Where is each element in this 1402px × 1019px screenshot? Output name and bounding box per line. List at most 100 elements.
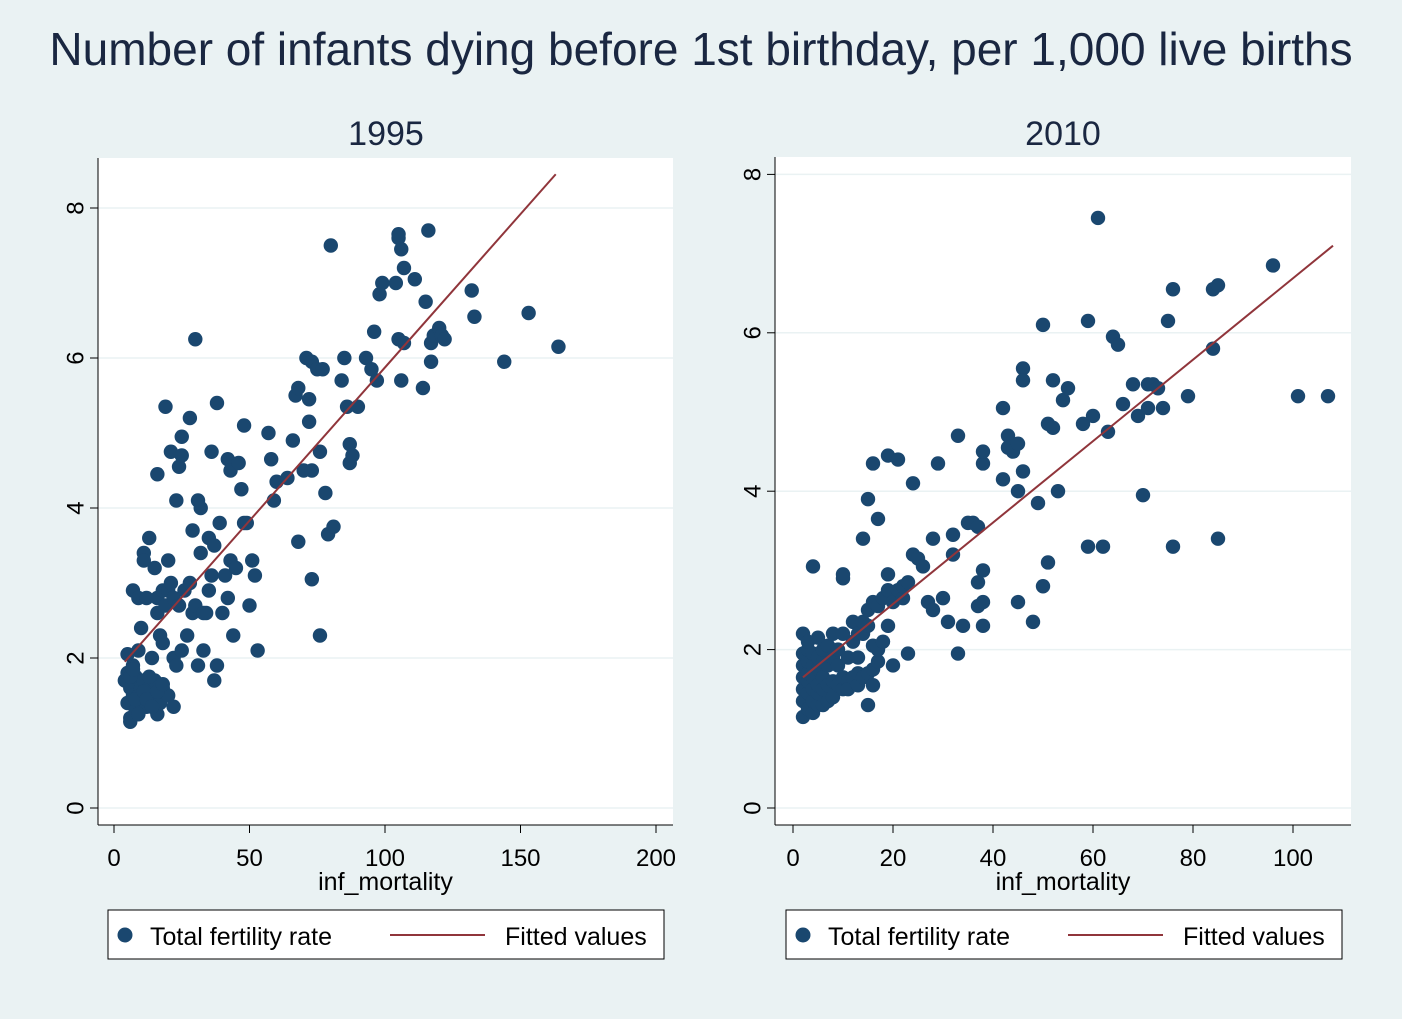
legend-marker-scatter <box>117 927 133 943</box>
panel-1995: 0 2 4 6 8 0 50 100 150 200 inf_mortality 1995 Total … <box>63 115 676 960</box>
data-point <box>423 354 439 369</box>
data-point <box>158 399 173 414</box>
data-point <box>388 275 404 291</box>
data-point <box>835 567 851 582</box>
data-point <box>1265 258 1281 273</box>
y-tick-label: 8 <box>740 168 767 181</box>
data-point <box>975 594 991 610</box>
data-point <box>860 491 876 507</box>
x-tick-label: 0 <box>107 845 120 872</box>
data-point <box>1015 361 1031 376</box>
data-point <box>880 618 896 634</box>
data-point <box>1010 594 1026 610</box>
data-point <box>870 654 886 669</box>
y-tick-label: 0 <box>740 801 767 814</box>
data-point <box>1165 282 1181 297</box>
data-point <box>975 444 991 459</box>
data-point <box>150 467 165 482</box>
data-point <box>147 560 162 576</box>
data-point <box>497 354 512 369</box>
data-point <box>551 339 566 354</box>
data-point <box>375 275 390 291</box>
data-point <box>415 380 431 396</box>
data-point <box>855 531 871 546</box>
data-point <box>193 500 208 516</box>
data-point <box>995 472 1011 487</box>
data-point <box>880 583 896 598</box>
data-point <box>209 658 225 673</box>
data-point <box>304 463 320 478</box>
y-tick-label: 2 <box>740 643 767 656</box>
data-point <box>905 476 921 491</box>
data-point <box>1035 579 1051 594</box>
data-point <box>161 553 176 568</box>
data-point <box>875 634 891 649</box>
data-point <box>242 598 257 613</box>
data-point <box>188 332 203 347</box>
data-point <box>810 630 826 645</box>
data-point <box>1135 487 1151 503</box>
data-point <box>418 294 433 309</box>
data-point <box>860 697 876 713</box>
data-point <box>391 227 406 242</box>
data-point <box>1180 388 1196 404</box>
data-point <box>935 590 951 606</box>
data-point <box>407 272 423 287</box>
data-point <box>136 553 152 568</box>
data-point <box>1090 210 1106 226</box>
data-point <box>1205 341 1221 356</box>
data-point <box>228 560 244 576</box>
data-point <box>825 689 841 705</box>
x-tick-label: 80 <box>1180 845 1207 872</box>
data-point <box>169 493 184 508</box>
data-point <box>174 448 189 463</box>
legend-label-scatter: Total fertility rate <box>150 923 332 951</box>
y-tick-label: 4 <box>740 485 767 498</box>
data-point <box>207 673 222 688</box>
data-point <box>301 392 317 407</box>
legend-label-scatter: Total fertility rate <box>828 923 1010 951</box>
data-point <box>345 448 360 463</box>
data-point <box>950 646 966 661</box>
data-point <box>196 605 211 621</box>
data-point <box>915 559 931 574</box>
x-tick-label: 0 <box>786 845 799 872</box>
data-point <box>830 658 846 673</box>
data-point <box>970 519 986 535</box>
legend-marker-scatter <box>795 927 811 943</box>
data-point <box>1320 388 1336 404</box>
data-point <box>245 553 260 568</box>
data-point <box>185 523 200 538</box>
data-point <box>190 658 206 673</box>
legend-box <box>785 909 1343 960</box>
legend-box <box>107 909 665 960</box>
legend-label-fit: Fitted values <box>505 923 647 951</box>
data-point <box>155 635 170 651</box>
data-point <box>1025 614 1041 630</box>
panel-title: 1995 <box>348 115 424 153</box>
data-point <box>865 678 881 693</box>
data-point <box>304 572 320 587</box>
data-point <box>142 669 157 684</box>
data-point <box>179 628 195 643</box>
fitted-line <box>124 173 557 663</box>
main-title: Number of infants dying before 1st birth… <box>49 23 1353 75</box>
data-point <box>163 575 179 591</box>
data-point <box>970 575 986 590</box>
data-point <box>204 444 219 459</box>
data-point <box>900 575 916 590</box>
data-point <box>1015 464 1031 479</box>
data-point <box>805 559 821 574</box>
data-point <box>369 373 385 388</box>
x-tick-label: 50 <box>236 845 263 872</box>
y-tick-label: 8 <box>63 201 90 214</box>
data-point <box>250 643 265 658</box>
data-point <box>142 530 157 546</box>
data-point <box>334 373 349 388</box>
data-point <box>1040 555 1056 570</box>
y-tick-label: 6 <box>63 351 90 364</box>
data-point <box>885 658 901 673</box>
data-point <box>169 658 184 673</box>
data-point <box>925 531 941 546</box>
